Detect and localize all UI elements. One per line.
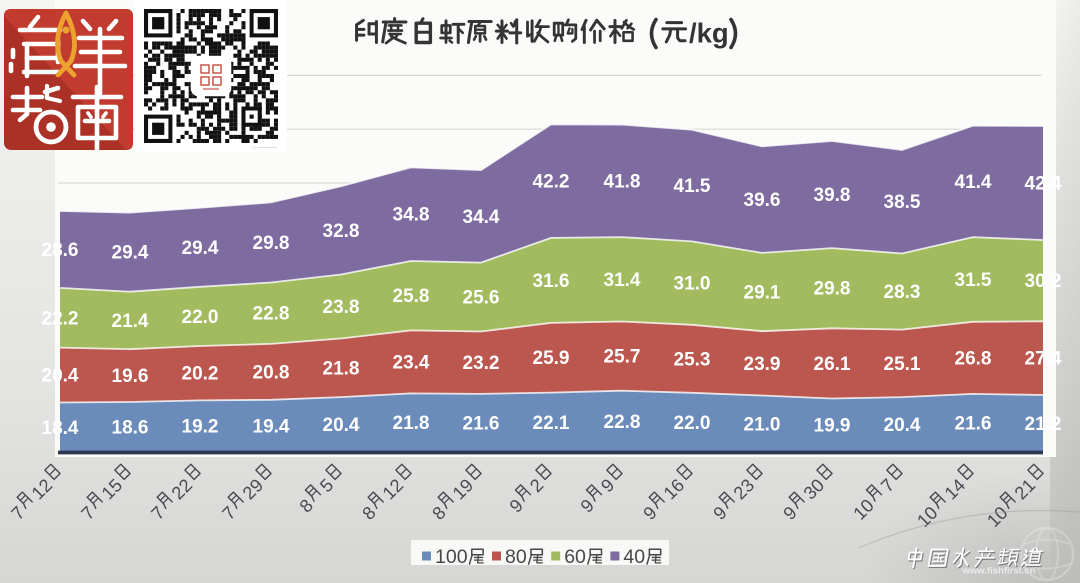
svg-text:28.3: 28.3 [884, 282, 921, 303]
svg-text:26.1: 26.1 [814, 354, 851, 375]
svg-text:21.8: 21.8 [323, 358, 360, 379]
svg-text:21.0: 21.0 [744, 414, 781, 435]
svg-text:19.2: 19.2 [182, 417, 219, 438]
svg-text:○ ———: ○ ——— [252, 145, 278, 152]
svg-text:31.6: 31.6 [533, 271, 570, 292]
svg-text:20.8: 20.8 [253, 362, 290, 383]
svg-text:20.4: 20.4 [323, 415, 360, 436]
svg-text:21.6: 21.6 [955, 413, 992, 434]
svg-text:41.4: 41.4 [955, 172, 992, 193]
svg-text:25.6: 25.6 [463, 288, 500, 309]
svg-text:21.6: 21.6 [463, 413, 500, 434]
svg-text:29.4: 29.4 [182, 238, 219, 259]
svg-text:29.4: 29.4 [112, 243, 149, 264]
svg-text:22.1: 22.1 [533, 413, 570, 434]
svg-text:20.4: 20.4 [884, 415, 921, 436]
svg-text:www.fishfirst.cn: www.fishfirst.cn [961, 566, 1035, 577]
svg-text:29.8: 29.8 [814, 279, 851, 300]
svg-text:23.9: 23.9 [744, 354, 781, 375]
svg-text:30.2: 30.2 [1025, 271, 1062, 292]
svg-text:100: 100 [435, 546, 468, 568]
svg-text:19.4: 19.4 [253, 416, 290, 437]
svg-text:80: 80 [505, 546, 527, 568]
svg-text:23.2: 23.2 [463, 353, 500, 374]
svg-text:28.6: 28.6 [42, 240, 79, 261]
svg-text:22.8: 22.8 [604, 412, 641, 433]
svg-text:22.0: 22.0 [674, 413, 711, 434]
svg-text:29.1: 29.1 [744, 283, 781, 304]
svg-text:22.8: 22.8 [253, 304, 290, 325]
svg-text:25.9: 25.9 [533, 348, 570, 369]
svg-text:39.6: 39.6 [744, 190, 781, 211]
svg-text:32.8: 32.8 [323, 221, 360, 242]
svg-text:20.4: 20.4 [42, 366, 79, 387]
svg-text:18.6: 18.6 [112, 418, 149, 439]
svg-text:41.5: 41.5 [674, 176, 711, 197]
svg-text:29.8: 29.8 [253, 233, 290, 254]
svg-text:19.9: 19.9 [814, 416, 851, 437]
svg-text:21.2: 21.2 [1025, 414, 1062, 435]
svg-text:34.4: 34.4 [463, 207, 500, 228]
svg-text:42.2: 42.2 [533, 172, 570, 193]
svg-text:23.4: 23.4 [393, 352, 430, 373]
svg-text:31.5: 31.5 [955, 270, 992, 291]
svg-text:42.4: 42.4 [1025, 174, 1062, 195]
svg-text:21.4: 21.4 [112, 311, 149, 332]
svg-text:27.4: 27.4 [1025, 349, 1062, 370]
svg-text:39.8: 39.8 [814, 185, 851, 206]
svg-text:40: 40 [623, 546, 645, 568]
svg-text:25.1: 25.1 [884, 354, 921, 375]
svg-text:25.8: 25.8 [393, 286, 430, 307]
svg-text:22.2: 22.2 [42, 308, 79, 329]
svg-text:31.4: 31.4 [604, 270, 641, 291]
svg-text:34.8: 34.8 [393, 205, 430, 226]
svg-text:19.6: 19.6 [112, 366, 149, 387]
svg-text:25.7: 25.7 [604, 347, 641, 368]
svg-text:38.5: 38.5 [884, 192, 921, 213]
svg-text:21.8: 21.8 [393, 413, 430, 434]
svg-text:60: 60 [564, 546, 586, 568]
svg-text:23.8: 23.8 [323, 297, 360, 318]
svg-text:26.8: 26.8 [955, 348, 992, 369]
svg-text:18.4: 18.4 [42, 418, 79, 439]
svg-text:25.3: 25.3 [674, 349, 711, 370]
svg-text:/kg: /kg [689, 18, 729, 49]
svg-text:31.0: 31.0 [674, 274, 711, 295]
svg-text:41.8: 41.8 [604, 171, 641, 192]
svg-text:20.2: 20.2 [182, 364, 219, 385]
svg-text:22.0: 22.0 [182, 307, 219, 328]
